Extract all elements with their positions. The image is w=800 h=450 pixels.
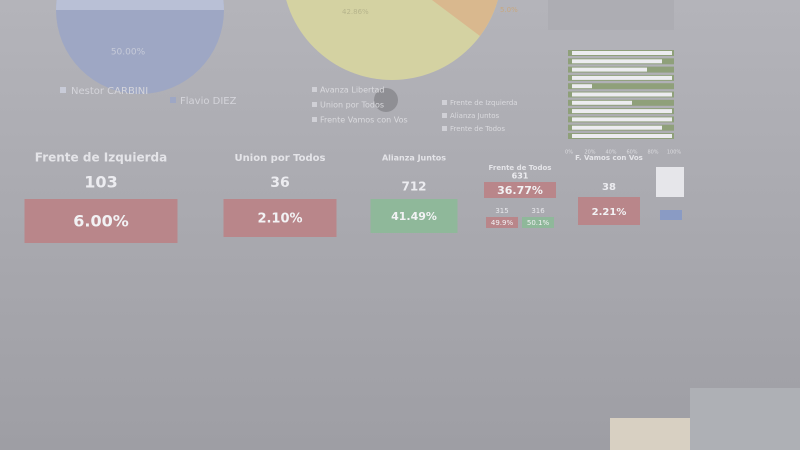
small-badge [660, 210, 682, 220]
bar-fill [572, 67, 647, 72]
party-percent: 41.49% [391, 210, 437, 223]
percent-box [24, 199, 178, 243]
party-percent: 2.10% [257, 212, 302, 227]
legend-item: Frente de Izquierda [450, 99, 518, 107]
legend-swatch [312, 102, 317, 107]
pie-slice-label: 50.00% [111, 48, 146, 58]
pie-left [56, 0, 224, 94]
legend-swatch [442, 126, 447, 131]
bar-fill [572, 92, 672, 97]
percent-box [484, 182, 556, 198]
bar-fill [572, 117, 672, 122]
party-name: Alianza Juntos [382, 154, 446, 163]
party-percent: 6.00% [73, 212, 129, 231]
percent-box [223, 199, 337, 237]
legend-swatch [442, 100, 447, 105]
bar-fill [572, 134, 672, 138]
bar-fill [572, 84, 592, 89]
party-votes: 103 [84, 173, 117, 192]
legend-swatch [170, 97, 176, 103]
axis-tick-label: 100% [667, 150, 682, 156]
party-votes: 38 [602, 182, 616, 193]
bar-fill [572, 59, 662, 64]
small-card [656, 167, 684, 197]
legend-item: Frente de Todos [450, 125, 505, 133]
party-percent: 36.77% [497, 184, 543, 197]
pie-left-slice [56, 0, 224, 10]
wall-panel [690, 388, 800, 450]
axis-tick-label: 40% [605, 150, 616, 156]
split-votes: 315 [495, 207, 508, 215]
legend-box [548, 0, 674, 30]
split-percent: 50.1% [527, 219, 550, 227]
bar-fill [572, 100, 632, 105]
axis-tick-label: 60% [626, 150, 637, 156]
axis-tick-label: 20% [584, 150, 595, 156]
legend-item: Flavio DIEZ [180, 96, 237, 107]
party-name: F. Vamos con Vos [575, 154, 643, 162]
projector-spot [374, 88, 398, 112]
party-votes: 631 [512, 172, 529, 181]
party-votes: 36 [270, 175, 289, 191]
party-name: Frente de Izquierda [35, 151, 167, 165]
legend-item: Nestor CARBINI [71, 86, 148, 97]
pie-center-slice [432, 0, 498, 36]
legend-swatch [442, 113, 447, 118]
split-votes: 316 [531, 207, 545, 215]
legend-item: Avanza Libertad [320, 86, 384, 95]
legend-item: Alianza Juntos [450, 112, 500, 120]
party-name: Union por Todos [235, 153, 326, 164]
percent-box [370, 199, 458, 233]
bar-fill [572, 51, 672, 55]
bar-fill [572, 109, 672, 114]
pie-center [286, 0, 498, 80]
legend-swatch [312, 87, 317, 92]
legend-swatch [312, 117, 317, 122]
split-box [486, 217, 518, 228]
pie-slice-label: 42.86% [342, 8, 369, 16]
bar-fill [572, 75, 672, 80]
bar-fill [572, 125, 662, 130]
party-percent: 2.21% [592, 207, 627, 218]
legend-item: Frente Vamos con Vos [320, 116, 408, 125]
axis-tick-label: 0% [565, 150, 573, 156]
split-percent: 49.9% [491, 219, 514, 227]
legend-swatch [60, 87, 66, 93]
bar-track [568, 83, 674, 90]
party-votes: 712 [401, 180, 426, 194]
party-name: Frente de Todos [489, 164, 552, 172]
axis-tick-label: 80% [647, 150, 658, 156]
split-box [522, 217, 554, 228]
pie-slice-label: 5.0% [500, 6, 518, 14]
percent-box [578, 197, 640, 225]
legend-item: Union por Todos [320, 101, 384, 110]
